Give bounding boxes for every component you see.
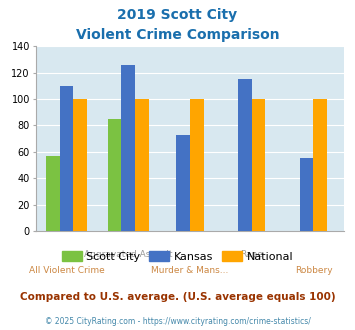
Bar	[121, 65, 135, 231]
Bar	[60, 86, 73, 231]
Text: Rape: Rape	[240, 250, 263, 259]
Bar	[176, 135, 190, 231]
Text: Robbery: Robbery	[295, 266, 332, 275]
Bar	[190, 99, 203, 231]
Text: Aggravated Assault: Aggravated Assault	[84, 250, 173, 259]
Bar	[46, 156, 60, 231]
Text: Murder & Mans...: Murder & Mans...	[151, 266, 229, 275]
Bar	[135, 99, 148, 231]
Bar	[313, 99, 327, 231]
Bar	[108, 119, 121, 231]
Legend: Scott City, Kansas, National: Scott City, Kansas, National	[58, 247, 297, 267]
Bar	[73, 99, 87, 231]
Text: © 2025 CityRating.com - https://www.cityrating.com/crime-statistics/: © 2025 CityRating.com - https://www.city…	[45, 317, 310, 326]
Text: 2019 Scott City: 2019 Scott City	[118, 8, 237, 22]
Bar	[300, 158, 313, 231]
Text: Violent Crime Comparison: Violent Crime Comparison	[76, 28, 279, 42]
Text: Compared to U.S. average. (U.S. average equals 100): Compared to U.S. average. (U.S. average …	[20, 292, 335, 302]
Bar	[238, 79, 252, 231]
Bar	[252, 99, 265, 231]
Text: All Violent Crime: All Violent Crime	[28, 266, 104, 275]
